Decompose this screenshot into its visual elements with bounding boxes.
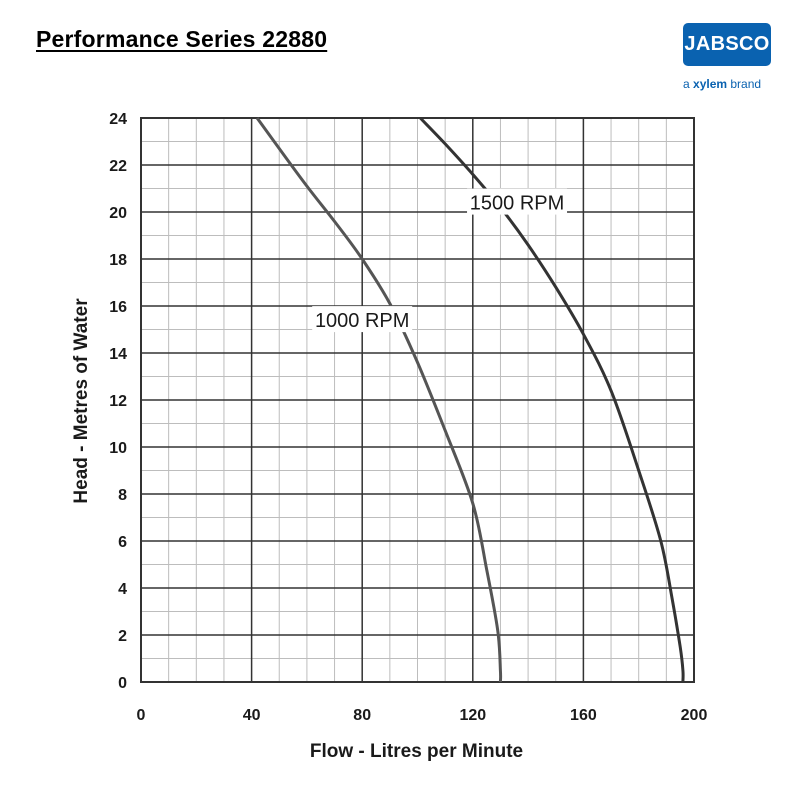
tagline-prefix: a (683, 77, 694, 91)
series-lines (255, 116, 685, 683)
y-tick-label: 18 (109, 252, 127, 269)
series-labels: 1000 RPM 1500 RPM (312, 188, 568, 333)
logo-badge-text: JABSCO (684, 33, 770, 55)
y-tick-label: 12 (109, 393, 127, 410)
x-tick-label: 40 (243, 707, 261, 724)
plot-frame (140, 117, 695, 683)
y-tick-label: 24 (109, 111, 127, 128)
x-tick-label: 120 (459, 707, 486, 724)
y-tick-label: 16 (109, 299, 127, 316)
y-axis-title: Head - Metres of Water (71, 298, 92, 504)
y-tick-label: 0 (118, 675, 127, 692)
x-tick-label: 160 (570, 707, 597, 724)
x-tick-label: 0 (137, 707, 146, 724)
logo-tagline: a xylem brand (683, 77, 761, 91)
x-tick-label: 80 (353, 707, 371, 724)
tagline-suffix: brand (727, 77, 762, 91)
series-label-bg (312, 306, 413, 333)
y-tick-label: 2 (118, 628, 127, 645)
tagline-brand: xylem (693, 77, 728, 91)
y-tick-label: 10 (109, 440, 127, 457)
series-label-2: 1500 RPM (470, 193, 565, 215)
series-line-1 (255, 117, 503, 683)
x-axis-title: Flow - Litres per Minute (310, 741, 523, 762)
y-tick-label: 22 (109, 158, 127, 175)
y-tick-label: 14 (109, 346, 127, 363)
x-tick-label: 200 (681, 707, 708, 724)
series-label-1: 1000 RPM (315, 310, 410, 332)
y-tick-label: 4 (118, 581, 127, 598)
page-title: Performance Series 22880 (36, 26, 328, 52)
grid-major (140, 117, 695, 683)
brand-logo: JABSCO a xylem brand (681, 21, 779, 93)
logo-badge: JABSCO (683, 23, 771, 66)
y-tick-label: 20 (109, 205, 127, 222)
series-label-bg (467, 188, 568, 215)
y-tick-label: 6 (118, 534, 127, 551)
series-line-2 (419, 116, 685, 683)
y-tick-label: 8 (118, 487, 127, 504)
